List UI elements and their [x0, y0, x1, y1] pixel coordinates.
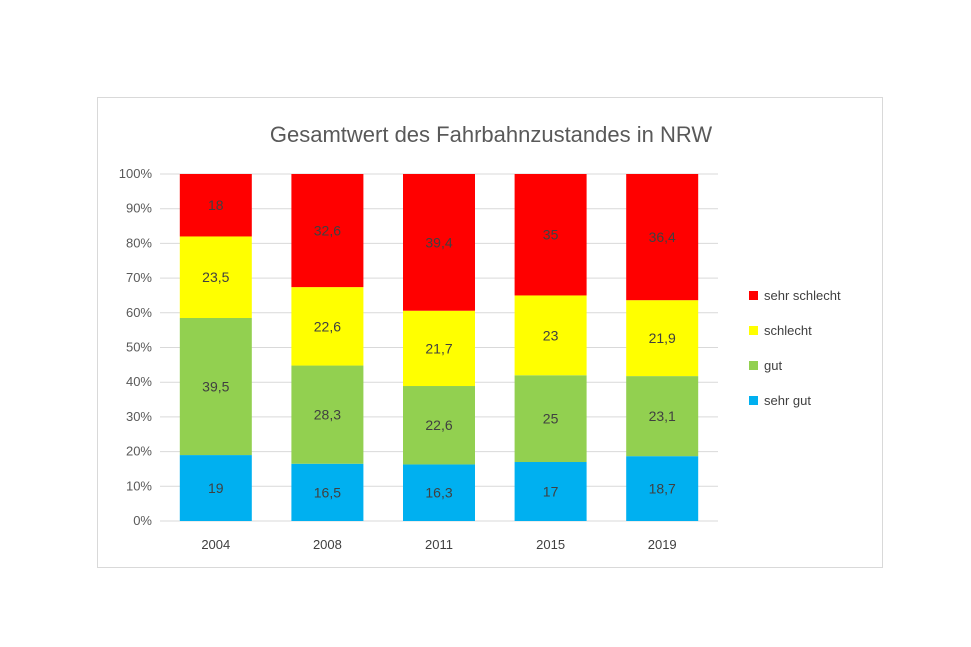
legend-label: sehr gut — [764, 393, 811, 408]
bars — [179, 174, 699, 521]
y-tick-label: 20% — [126, 444, 152, 459]
bar-segment — [291, 463, 364, 521]
legend-swatch — [749, 291, 758, 300]
bar-segment — [626, 376, 699, 457]
legend-label: sehr schlecht — [764, 288, 841, 303]
legend-swatch — [749, 361, 758, 370]
data-label: 18,7 — [649, 481, 676, 497]
x-axis-ticks: 2004 2008 2011 2015 2019 — [201, 537, 676, 552]
bar-segment — [403, 174, 475, 311]
x-tick-label: 2015 — [536, 537, 565, 552]
chart-title: Gesamtwert des Fahrbahnzustandes in NRW — [270, 122, 712, 147]
data-label: 22,6 — [425, 417, 452, 433]
bar-segment — [514, 462, 587, 521]
data-label: 21,7 — [425, 340, 452, 356]
data-label: 28,3 — [314, 407, 341, 423]
legend-swatch — [749, 326, 758, 335]
data-label: 32,6 — [314, 223, 341, 239]
data-label: 21,9 — [649, 330, 676, 346]
bar-segment — [514, 295, 587, 376]
legend-swatch — [749, 396, 758, 405]
y-tick-label: 50% — [126, 340, 152, 355]
data-label: 16,5 — [314, 484, 341, 500]
y-tick-label: 80% — [126, 235, 152, 250]
y-tick-label: 40% — [126, 374, 152, 389]
bar-segment — [179, 318, 252, 456]
y-tick-label: 60% — [126, 305, 152, 320]
y-tick-label: 70% — [126, 270, 152, 285]
data-label: 23 — [543, 327, 559, 343]
data-labels: 19 39,5 23,5 18 16,5 28,3 22,6 32,6 16,3 22,6 21,7… — [202, 197, 676, 500]
data-label: 22,6 — [314, 318, 341, 334]
y-tick-label: 30% — [126, 409, 152, 424]
bar-segment — [403, 464, 475, 521]
data-label: 39,5 — [202, 379, 229, 395]
bar-segment — [626, 456, 699, 521]
x-tick-label: 2008 — [313, 537, 342, 552]
bar-segment — [179, 455, 252, 521]
data-label: 25 — [543, 411, 559, 427]
chart-frame: Gesamtwert des Fahrbahnzustandes in NRW … — [97, 97, 883, 568]
x-tick-label: 2004 — [201, 537, 230, 552]
bar-segment — [626, 300, 699, 377]
legend: sehr schlecht schlecht gut sehr gut — [749, 288, 841, 408]
data-label: 18 — [208, 197, 224, 213]
bar-segment — [514, 174, 587, 296]
data-label: 16,3 — [425, 485, 452, 501]
y-axis-ticks: 0% 10% 20% 30% 40% 50% 60% 70% 80% 90% 100% — [119, 166, 153, 528]
bar-segment — [179, 236, 252, 319]
bar-segment — [291, 365, 364, 464]
y-tick-label: 90% — [126, 201, 152, 216]
y-tick-label: 10% — [126, 478, 152, 493]
stacked-bar-chart: Gesamtwert des Fahrbahnzustandes in NRW … — [119, 122, 841, 552]
bar-segment — [291, 287, 364, 366]
legend-label: gut — [764, 358, 782, 373]
data-label: 36,4 — [649, 229, 676, 245]
bar-segment — [403, 386, 475, 465]
bar-segment — [626, 174, 699, 301]
y-tick-label: 100% — [119, 166, 153, 181]
x-tick-label: 2011 — [425, 537, 453, 552]
data-label: 23,5 — [202, 269, 229, 285]
data-label: 17 — [543, 484, 559, 500]
data-label: 19 — [208, 480, 224, 496]
data-label: 35 — [543, 227, 559, 243]
bar-segment — [514, 375, 587, 463]
data-label: 23,1 — [649, 408, 676, 424]
bar-segment — [179, 174, 252, 237]
y-tick-label: 0% — [133, 513, 152, 528]
bar-segment — [403, 310, 475, 387]
legend-label: schlecht — [764, 323, 812, 338]
bar-segment — [291, 174, 364, 288]
x-tick-label: 2019 — [648, 537, 677, 552]
data-label: 39,4 — [425, 234, 452, 250]
